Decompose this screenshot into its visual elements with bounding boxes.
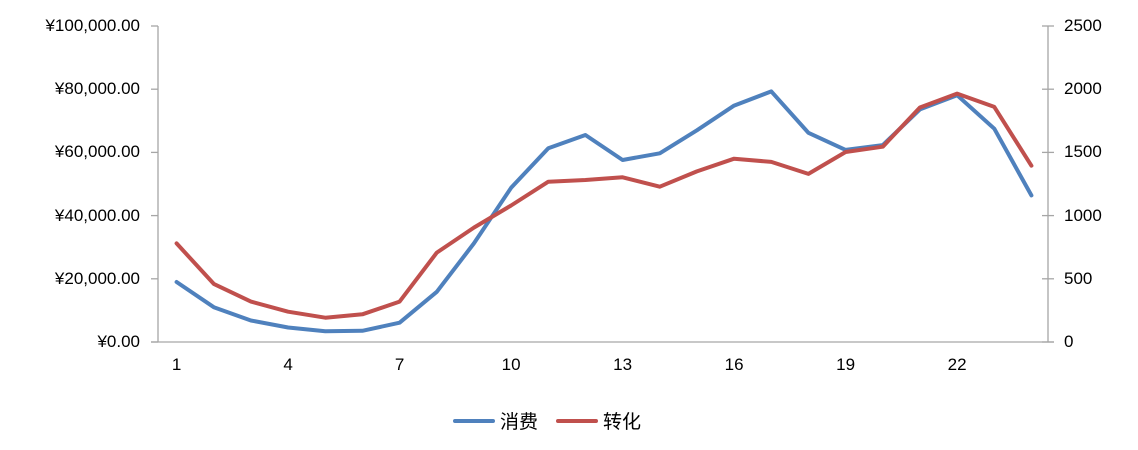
x-axis-tick-label: 22 xyxy=(947,355,967,374)
y-axis-right-tick-label: 1000 xyxy=(1064,205,1102,225)
y-axis-right-tick-label: 1500 xyxy=(1064,142,1102,162)
y-axis-left-tick-label: ¥80,000.00 xyxy=(54,79,140,99)
x-axis-tick-label: 7 xyxy=(394,355,405,374)
legend-item-series-1: 消费 xyxy=(452,407,538,434)
legend-item-series-2: 转化 xyxy=(556,407,641,434)
x-axis-tick-label: 13 xyxy=(613,355,633,374)
y-axis-right-tick-label: 0 xyxy=(1064,332,1074,351)
x-axis-tick-label: 16 xyxy=(724,355,744,374)
y-axis-right-tick-label: 2000 xyxy=(1064,79,1102,99)
x-axis-tick-label: 4 xyxy=(283,355,293,374)
series-line-2 xyxy=(174,91,1034,320)
x-axis-tick-label: 1 xyxy=(171,355,182,374)
y-axis-right-tick-label: 500 xyxy=(1064,268,1093,288)
x-axis-tick-label: 19 xyxy=(836,355,856,374)
y-axis-left-tick-label: ¥20,000.00 xyxy=(54,268,140,288)
series-2-line-swatch xyxy=(556,418,598,423)
legend-label-series-2: 转化 xyxy=(603,412,642,433)
x-axis-tick-label: 10 xyxy=(501,355,521,374)
y-axis-left-tick-label: ¥60,000.00 xyxy=(54,142,140,162)
y-axis-left-tick-label: ¥40,000.00 xyxy=(54,205,140,225)
y-axis-right-tick-label: 2500 xyxy=(1064,16,1102,35)
y-axis-left-tick-label: ¥100,000.00 xyxy=(45,16,140,35)
legend: 消费 转化 xyxy=(0,407,1116,434)
legend-label-series-1: 消费 xyxy=(499,412,538,433)
series-1-line-swatch xyxy=(452,418,495,423)
y-axis-left-tick-label: ¥0.00 xyxy=(97,332,140,351)
